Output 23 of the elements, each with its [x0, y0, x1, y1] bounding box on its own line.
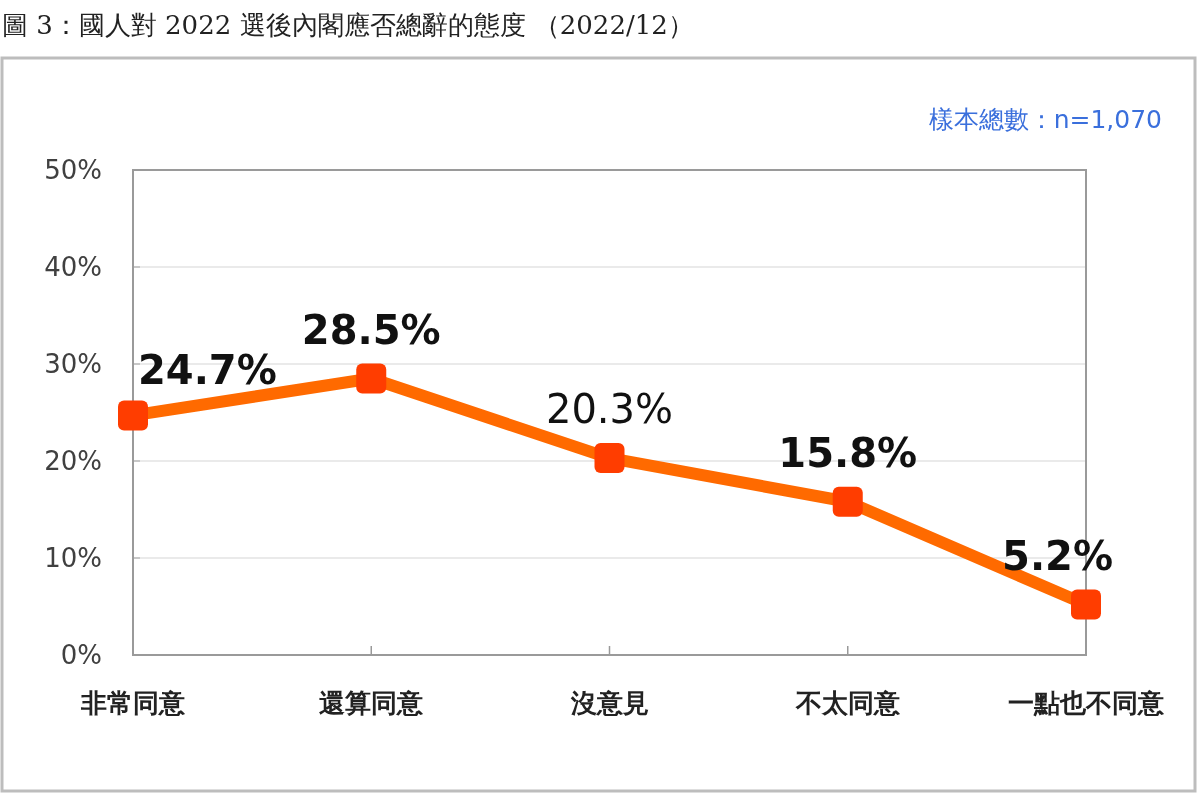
y-tick-label: 20%	[44, 446, 102, 476]
data-label: 5.2%	[1002, 532, 1113, 579]
data-label: 15.8%	[778, 429, 918, 476]
data-label: 20.3%	[545, 386, 674, 433]
y-tick-label: 30%	[44, 349, 102, 379]
x-tick-label: 非常同意	[80, 688, 186, 718]
point	[118, 400, 148, 431]
x-tick-label: 一點也不同意	[1008, 688, 1165, 718]
x-tick-label: 不太同意	[794, 688, 901, 718]
data-label: 28.5%	[301, 306, 441, 353]
text: 樣本總數：n=1,070	[928, 105, 1162, 134]
point	[594, 443, 625, 474]
y-tick-label: 0%	[60, 640, 102, 670]
y-tick-label: 10%	[44, 543, 102, 573]
x-tick-label: 沒意見	[569, 688, 649, 718]
point	[832, 486, 863, 517]
point	[356, 363, 387, 394]
data-label: 24.7%	[138, 347, 277, 394]
y-tick-label: 50%	[44, 155, 102, 185]
point	[1071, 589, 1101, 620]
x-tick-label: 還算同意	[319, 688, 425, 718]
chart-title: 圖 3：國人對 2022 選後內閣應否總辭的態度 （2022/12）	[2, 10, 694, 40]
y-tick-label: 40%	[44, 252, 102, 282]
